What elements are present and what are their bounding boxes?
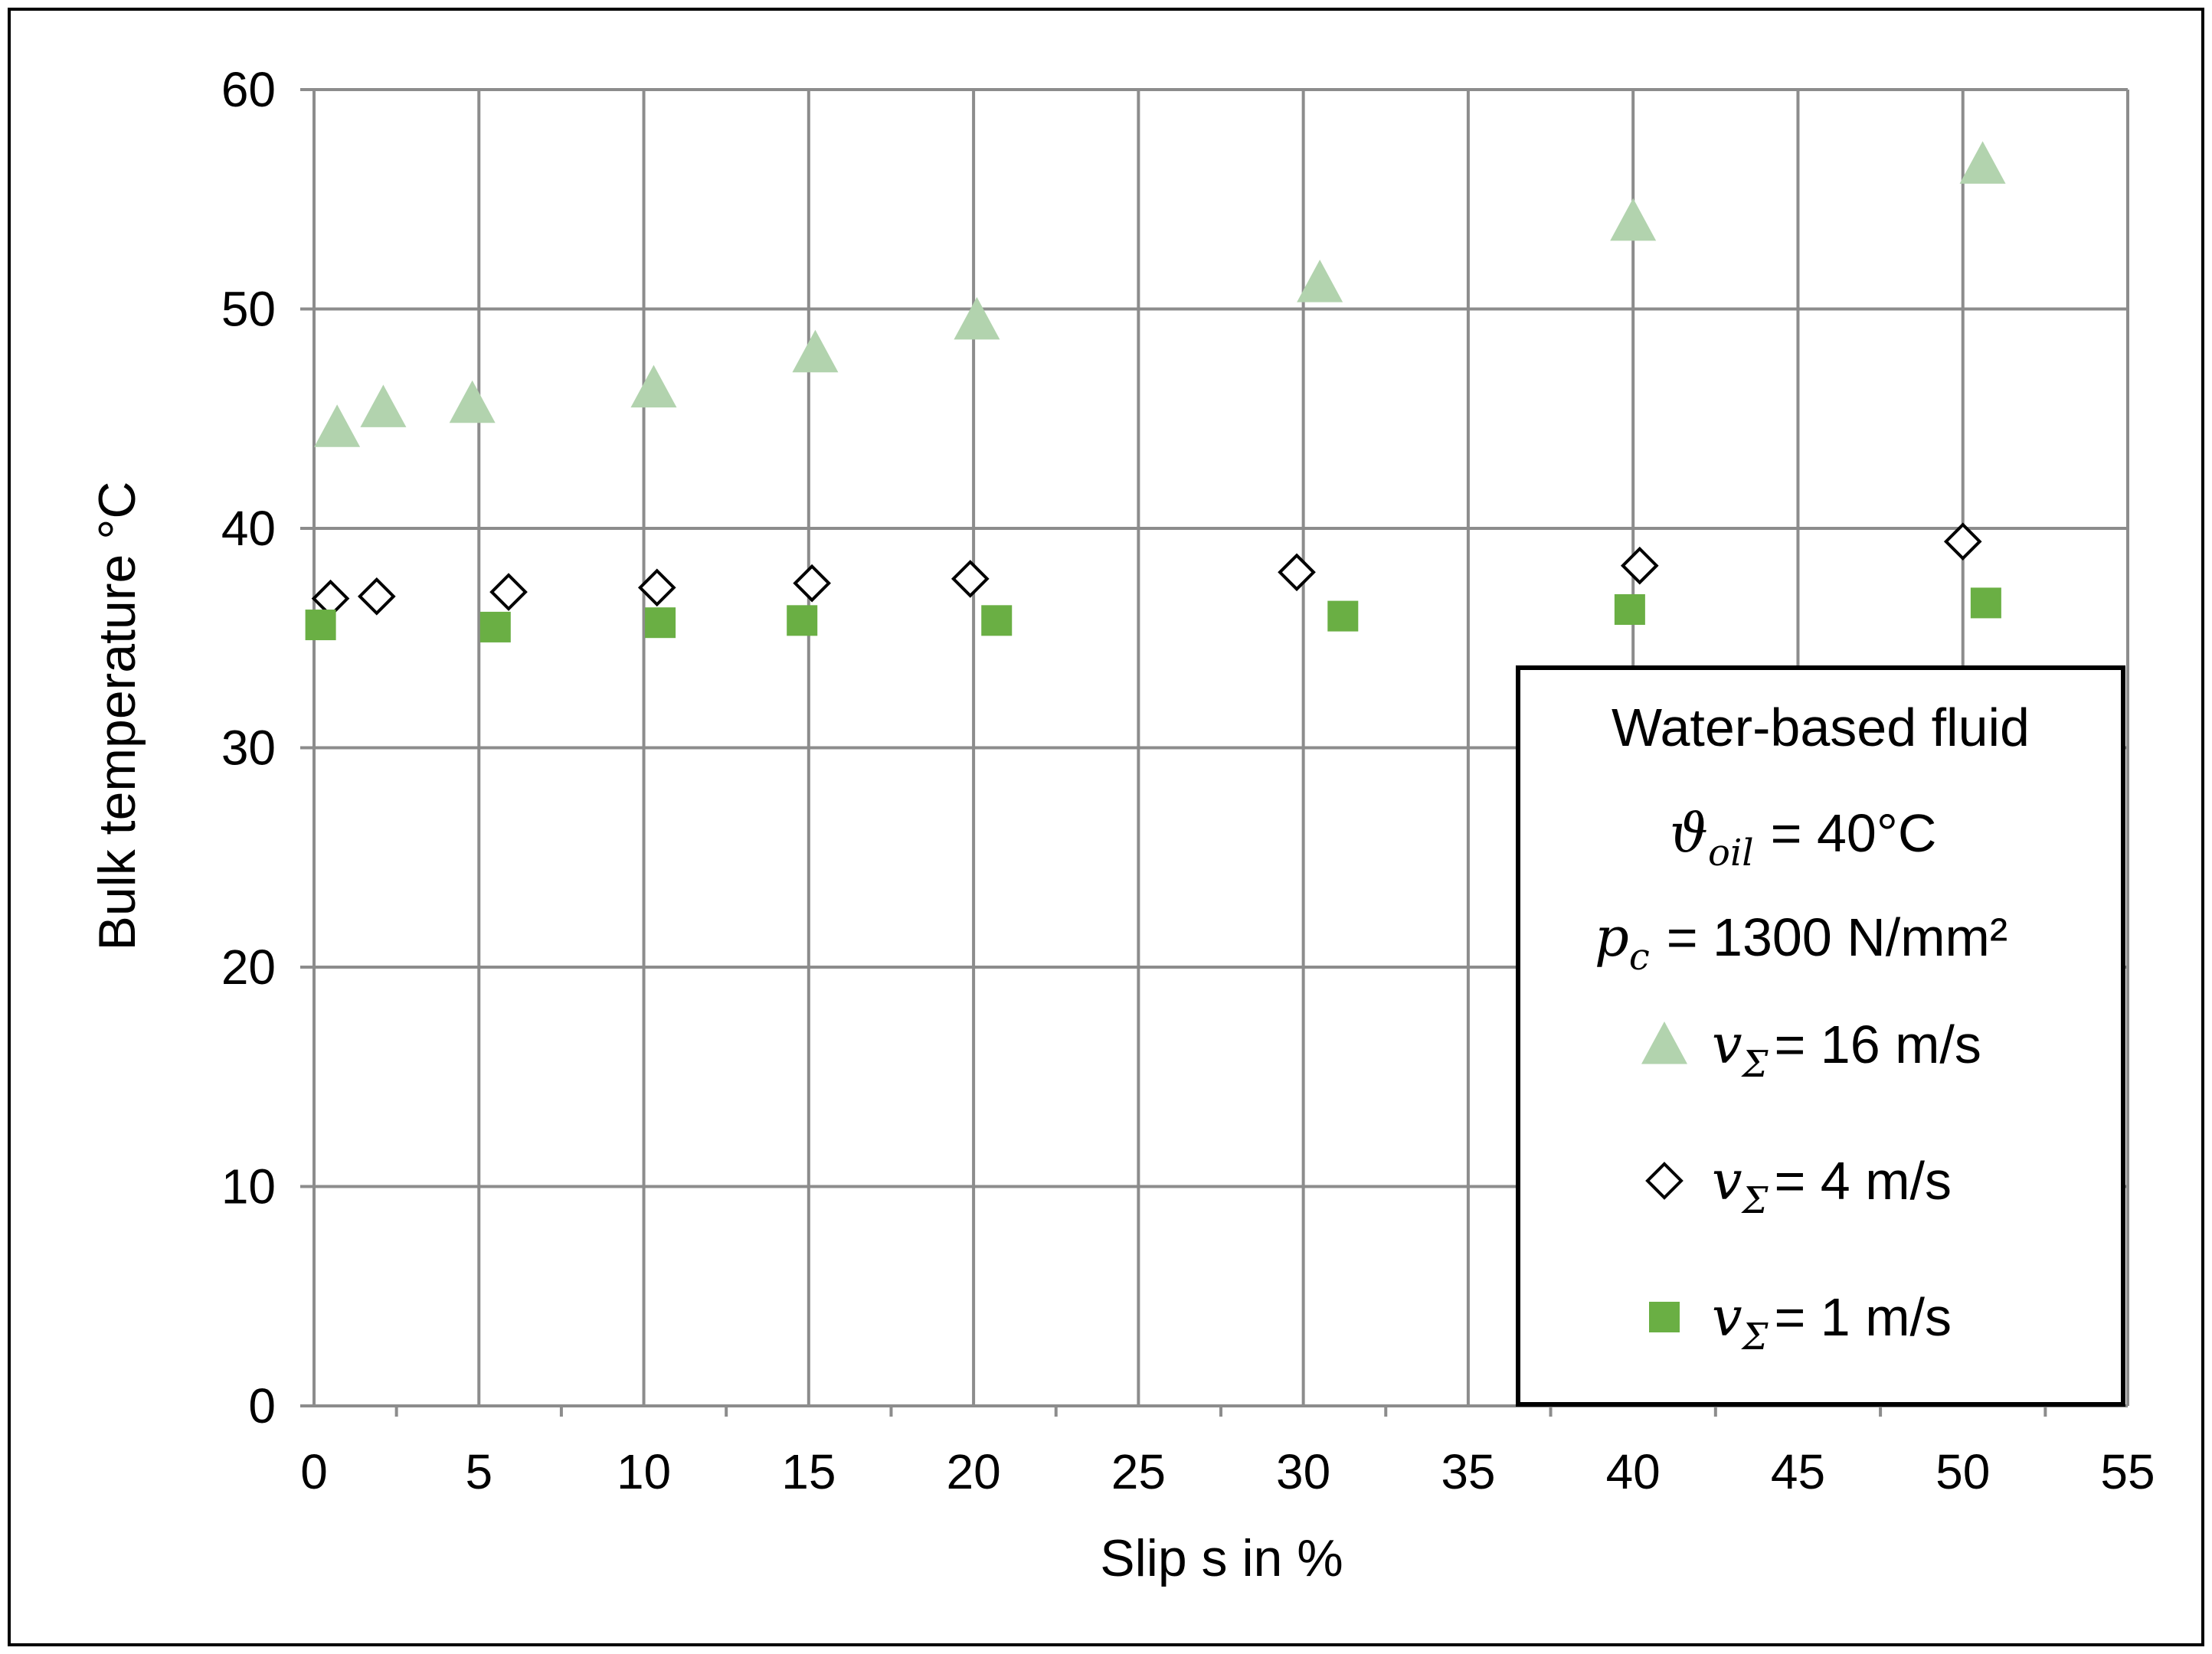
data-point-square [981,605,1013,636]
data-point-diamond [1620,546,1659,585]
data-point-diamond [357,577,396,616]
x-tick-label: 50 [1936,1444,1990,1499]
data-point-diamond [1943,522,1982,561]
x-tick-label: 55 [2100,1444,2155,1499]
y-axis-label: Bulk temperature °C [88,482,146,951]
data-point-diamond [489,573,528,611]
data-points [305,141,2006,642]
y-tick-label: 40 [221,501,276,556]
legend-series-label: vΣ = 4 m/s [1712,1149,1952,1222]
legend-contact-pressure: pc = 1300 N/mm² [1595,906,2007,979]
x-tick-label: 5 [465,1444,492,1499]
y-tick-label: 50 [221,282,276,337]
data-point-diamond [951,560,990,598]
data-point-triangle [314,404,361,447]
data-point-square [645,607,676,639]
data-point-square [1970,587,2001,619]
data-point-triangle [1610,198,1657,241]
data-point-triangle [630,364,677,408]
x-tick-label: 20 [946,1444,1000,1499]
legend-box [1516,665,2125,1407]
data-point-triangle [1959,141,2006,184]
legend: Water-based fluid ϑoil = 40°C pc = 1300 N/… [1516,665,2125,1407]
data-point-square [305,610,336,641]
y-tick-label: 20 [221,940,276,995]
legend-marker-square [1649,1302,1680,1332]
y-tick-label: 60 [221,62,276,117]
x-tick-label: 25 [1111,1444,1166,1499]
x-tick-label: 35 [1441,1444,1495,1499]
x-axis-label: Slip s in % [1100,1529,1343,1587]
legend-oil-temperature: ϑoil = 40°C [1670,802,1936,874]
legend-entries: vΣ = 16 m/s vΣ = 4 m/s vΣ = 1 m/s [1641,1013,1981,1358]
legend-marker-triangle [1641,1021,1687,1064]
data-point-triangle [449,380,496,423]
x-tick-label: 40 [1606,1444,1661,1499]
x-tick-label: 45 [1771,1444,1825,1499]
data-point-square [479,611,511,642]
y-tick-label: 10 [221,1159,276,1214]
data-point-square [1614,594,1645,626]
x-tick-label: 0 [300,1444,328,1499]
x-tick-label: 10 [617,1444,671,1499]
x-tick-label: 30 [1276,1444,1330,1499]
data-point-triangle [360,384,407,427]
data-point-diamond [637,568,676,607]
data-point-diamond [793,564,831,603]
x-tick-label: 15 [781,1444,836,1499]
data-point-square [1327,600,1359,632]
y-tick-label: 0 [248,1378,276,1433]
y-tick-label: 30 [221,721,276,776]
data-point-triangle [792,329,839,373]
data-point-triangle [954,296,1000,340]
tick-labels: 0 5 10 15 20 25 30 35 40 45 50 55 0 10 20 30 40 50 60 [221,62,2155,1499]
legend-series-label: vΣ = 1 m/s [1712,1286,1952,1358]
data-point-triangle [1297,260,1343,302]
data-point-diamond [1278,553,1316,592]
legend-marker-diamond [1645,1162,1684,1200]
data-point-square [787,605,818,636]
legend-title: Water-based fluid [1612,698,2030,757]
legend-series-label: vΣ = 16 m/s [1712,1013,1981,1086]
